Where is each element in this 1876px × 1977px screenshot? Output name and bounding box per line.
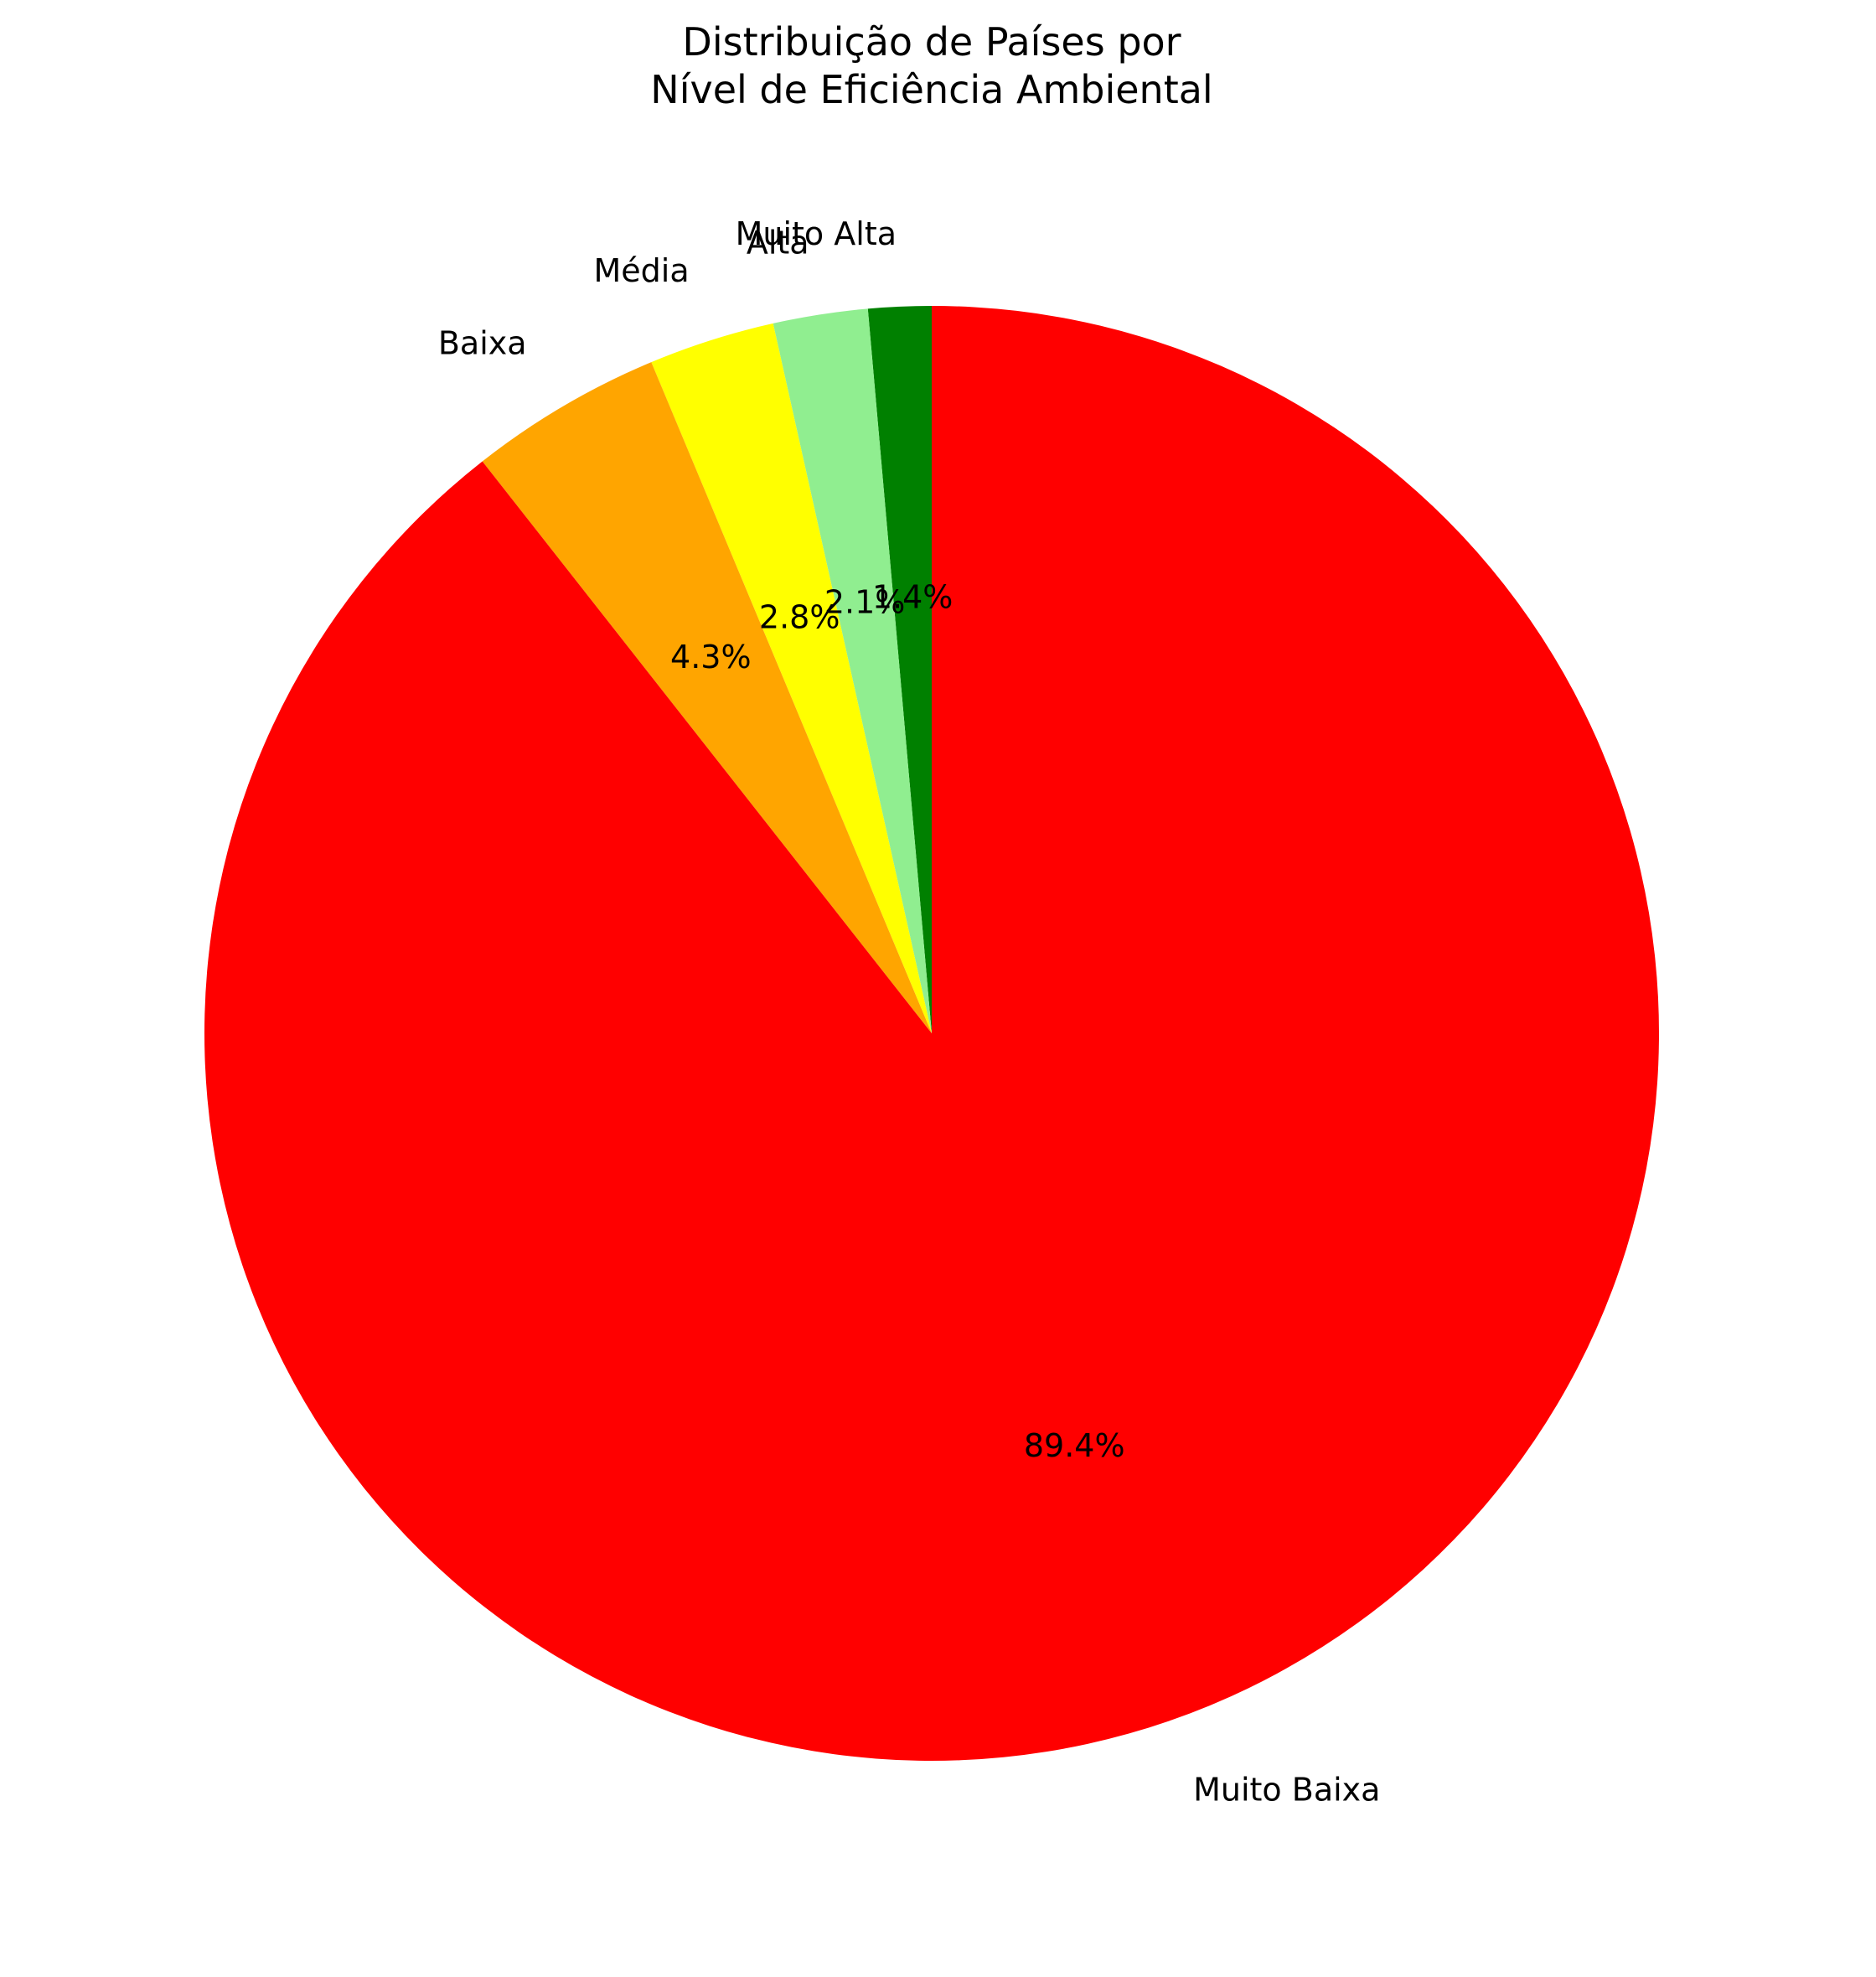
slice-label-muito-baixa: Muito Baixa — [1193, 1771, 1380, 1808]
slice-media — [651, 323, 932, 1033]
pct-label-alta: 2.1% — [824, 583, 906, 620]
slice-label-media: Média — [594, 252, 690, 289]
slice-baixa — [482, 362, 932, 1033]
slice-label-baixa: Baixa — [438, 325, 527, 362]
slice-label-muito-alta: Muito Alta — [736, 215, 897, 252]
pct-label-baixa: 4.3% — [670, 639, 752, 675]
slice-muito-baixa — [204, 306, 1660, 1761]
pct-label-muito-alta: 1.4% — [872, 579, 954, 616]
slice-alta — [773, 308, 932, 1033]
pie-labels: Muito Alta 1.4% Alta 2.1% Média 2.8% Baixa 4.3%… — [438, 215, 1381, 1808]
pct-label-media: 2.8% — [759, 599, 840, 636]
chart-title-line-1: Distribuição de Países por — [682, 19, 1181, 65]
slice-muito-alta — [867, 306, 932, 1033]
pct-label-muito-baixa: 89.4% — [1024, 1427, 1125, 1464]
slice-label-alta: Alta — [747, 224, 809, 261]
pie-slices — [204, 306, 1660, 1761]
chart-title-line-2: Nível de Eficiência Ambiental — [650, 67, 1212, 112]
chart-title: Distribuição de Países por Nível de Efic… — [650, 19, 1212, 112]
